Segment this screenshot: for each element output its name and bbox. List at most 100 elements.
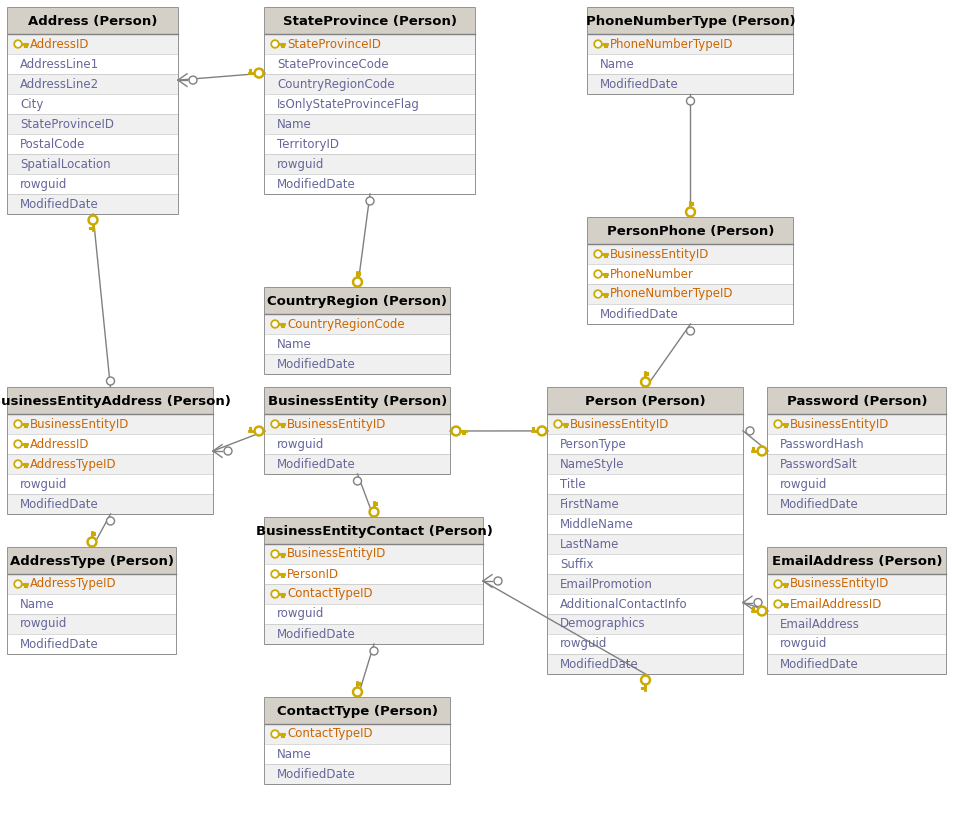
Circle shape bbox=[271, 730, 278, 738]
Text: ModifiedDate: ModifiedDate bbox=[276, 178, 355, 190]
Text: rowguid: rowguid bbox=[276, 158, 324, 170]
Circle shape bbox=[556, 422, 559, 426]
Bar bbox=[265, 698, 450, 784]
Bar bbox=[265, 414, 450, 434]
Bar bbox=[265, 564, 482, 584]
Circle shape bbox=[451, 426, 460, 436]
Circle shape bbox=[189, 76, 196, 84]
Bar bbox=[767, 454, 945, 474]
Text: ModifiedDate: ModifiedDate bbox=[780, 498, 858, 510]
Text: ModifiedDate: ModifiedDate bbox=[599, 308, 678, 320]
Text: City: City bbox=[20, 98, 43, 110]
Bar bbox=[265, 584, 482, 604]
Bar bbox=[767, 574, 945, 594]
Bar bbox=[767, 654, 945, 674]
Text: rowguid: rowguid bbox=[20, 478, 68, 490]
Text: BusinessEntityID: BusinessEntityID bbox=[287, 418, 386, 430]
Circle shape bbox=[14, 580, 22, 588]
Bar bbox=[8, 388, 213, 414]
Circle shape bbox=[773, 580, 781, 588]
Text: rowguid: rowguid bbox=[20, 178, 68, 190]
Bar bbox=[587, 8, 792, 34]
Text: AddressTypeID: AddressTypeID bbox=[30, 458, 116, 470]
Bar bbox=[265, 134, 475, 154]
Bar bbox=[8, 114, 178, 134]
Text: PersonPhone (Person): PersonPhone (Person) bbox=[606, 224, 774, 238]
Text: Name: Name bbox=[276, 338, 312, 350]
Bar bbox=[547, 594, 742, 614]
Text: Password (Person): Password (Person) bbox=[786, 394, 926, 408]
Circle shape bbox=[16, 462, 20, 466]
Bar bbox=[8, 74, 178, 94]
Circle shape bbox=[16, 582, 20, 586]
Bar bbox=[265, 388, 450, 474]
Circle shape bbox=[16, 42, 20, 46]
Text: TerritoryID: TerritoryID bbox=[276, 138, 338, 150]
Text: AddressType (Person): AddressType (Person) bbox=[10, 555, 173, 567]
Circle shape bbox=[273, 552, 277, 556]
Text: rowguid: rowguid bbox=[20, 617, 68, 631]
Text: ModifiedDate: ModifiedDate bbox=[276, 767, 355, 781]
Bar bbox=[8, 594, 175, 614]
Text: PasswordHash: PasswordHash bbox=[780, 438, 863, 450]
Text: EmailAddress (Person): EmailAddress (Person) bbox=[771, 555, 942, 567]
Text: StateProvinceID: StateProvinceID bbox=[287, 38, 380, 51]
Circle shape bbox=[14, 440, 22, 448]
Bar bbox=[8, 388, 213, 514]
Text: ModifiedDate: ModifiedDate bbox=[20, 498, 99, 510]
Bar bbox=[547, 474, 742, 494]
Bar bbox=[547, 454, 742, 474]
Circle shape bbox=[14, 40, 22, 48]
Bar bbox=[767, 548, 945, 674]
Circle shape bbox=[494, 577, 501, 585]
Circle shape bbox=[273, 572, 277, 576]
Text: BusinessEntityID: BusinessEntityID bbox=[569, 418, 669, 430]
Bar bbox=[265, 454, 450, 474]
Bar bbox=[8, 574, 175, 594]
Bar bbox=[547, 654, 742, 674]
Text: PhoneNumberTypeID: PhoneNumberTypeID bbox=[609, 288, 733, 300]
Circle shape bbox=[354, 477, 361, 485]
Circle shape bbox=[596, 272, 599, 276]
Text: AddressLine2: AddressLine2 bbox=[20, 78, 99, 91]
Circle shape bbox=[352, 277, 362, 287]
Text: AddressID: AddressID bbox=[30, 38, 90, 51]
Text: ModifiedDate: ModifiedDate bbox=[276, 627, 355, 641]
Text: AddressTypeID: AddressTypeID bbox=[30, 577, 116, 590]
Text: BusinessEntityID: BusinessEntityID bbox=[287, 547, 386, 560]
Text: Name: Name bbox=[276, 747, 312, 761]
Bar bbox=[265, 8, 475, 34]
Bar bbox=[8, 474, 213, 494]
Circle shape bbox=[271, 40, 278, 48]
Text: PhoneNumber: PhoneNumber bbox=[609, 268, 693, 280]
Circle shape bbox=[554, 420, 561, 428]
Circle shape bbox=[757, 606, 766, 616]
Text: PhoneNumberTypeID: PhoneNumberTypeID bbox=[609, 38, 733, 51]
Bar bbox=[8, 34, 178, 54]
Bar bbox=[265, 518, 482, 644]
Circle shape bbox=[355, 690, 359, 695]
Text: Name: Name bbox=[599, 58, 634, 71]
Bar bbox=[265, 624, 482, 644]
Circle shape bbox=[107, 517, 114, 525]
Bar bbox=[8, 548, 175, 574]
Text: PasswordSalt: PasswordSalt bbox=[780, 458, 857, 470]
Bar bbox=[767, 414, 945, 434]
Bar bbox=[587, 264, 792, 284]
Bar bbox=[767, 614, 945, 634]
Circle shape bbox=[773, 420, 781, 428]
Bar bbox=[547, 634, 742, 654]
Bar bbox=[8, 8, 178, 214]
Circle shape bbox=[273, 731, 277, 736]
Bar bbox=[767, 474, 945, 494]
Bar bbox=[265, 174, 475, 194]
Circle shape bbox=[759, 449, 763, 454]
Text: rowguid: rowguid bbox=[276, 607, 324, 620]
Circle shape bbox=[370, 647, 377, 655]
Circle shape bbox=[594, 270, 601, 278]
Circle shape bbox=[271, 590, 278, 598]
Text: rowguid: rowguid bbox=[780, 478, 826, 490]
Circle shape bbox=[642, 379, 647, 384]
Text: StateProvinceCode: StateProvinceCode bbox=[276, 58, 388, 71]
Bar bbox=[767, 388, 945, 414]
